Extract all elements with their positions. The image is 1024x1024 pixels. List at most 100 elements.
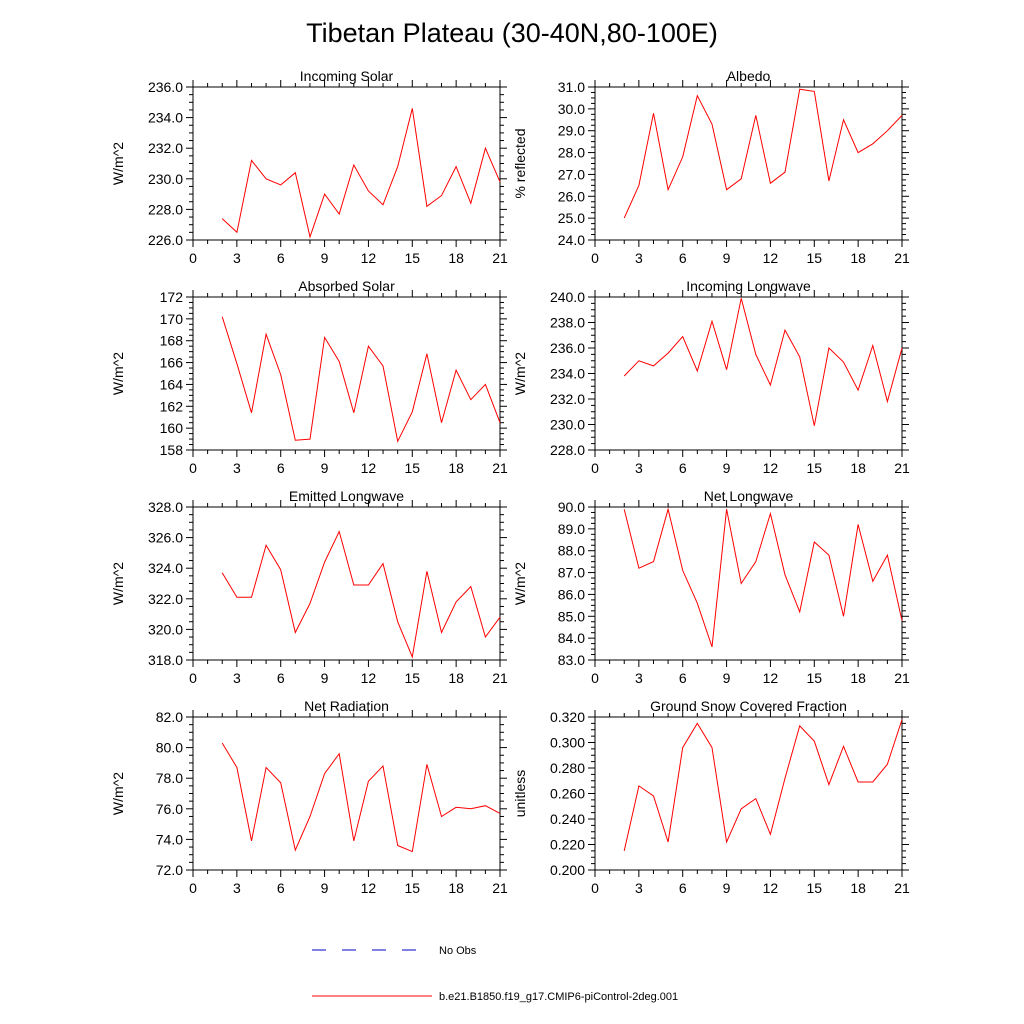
y-tick-label: 29.0 (558, 123, 585, 139)
x-tick-label: 0 (189, 250, 197, 266)
y-tick-label: 226.0 (148, 232, 183, 248)
x-tick-label: 3 (233, 670, 241, 686)
x-tick-label: 21 (894, 880, 910, 896)
x-tick-label: 0 (189, 460, 197, 476)
x-tick-label: 6 (679, 460, 687, 476)
x-tick-label: 3 (635, 880, 643, 896)
x-tick-label: 12 (763, 250, 779, 266)
y-tick-label: 26.0 (558, 188, 585, 204)
series-line-albedo (623, 88, 903, 219)
y-tick-label: 89.0 (558, 521, 585, 537)
x-tick-label: 6 (277, 670, 285, 686)
x-tick-label: 21 (492, 250, 508, 266)
y-tick-label: 82.0 (156, 709, 183, 725)
x-tick-label: 6 (679, 670, 687, 686)
x-tick-label: 21 (894, 460, 910, 476)
x-tick-label: 9 (321, 670, 329, 686)
x-tick-label: 21 (492, 670, 508, 686)
y-axis-label: % reflected (512, 128, 528, 198)
panel-title: Net Radiation (304, 698, 389, 714)
x-tick-label: 3 (233, 250, 241, 266)
y-tick-label: 236.0 (148, 79, 183, 95)
y-tick-label: 0.200 (550, 862, 585, 878)
y-tick-label: 234.0 (550, 366, 585, 382)
plot-frame (192, 716, 501, 871)
x-tick-label: 15 (404, 880, 420, 896)
x-tick-label: 6 (679, 880, 687, 896)
x-tick-label: 18 (850, 670, 866, 686)
y-tick-label: 25.0 (558, 210, 585, 226)
y-axis-label: W/m^2 (110, 142, 126, 185)
y-tick-label: 230.0 (550, 417, 585, 433)
x-tick-label: 6 (277, 250, 285, 266)
panel-grid: Incoming Solar W/m^2 0 3 6 9 12 15 18 21 226.0 228.… (110, 68, 910, 896)
x-tick-label: 12 (361, 250, 377, 266)
plot-frame (594, 716, 903, 871)
y-tick-label: 30.0 (558, 101, 585, 117)
y-tick-label: 0.260 (550, 786, 585, 802)
y-tick-label: 240.0 (550, 289, 585, 305)
x-tick-label: 6 (679, 250, 687, 266)
y-tick-label: 166 (160, 355, 184, 371)
y-tick-label: 162 (160, 398, 184, 414)
x-tick-label: 18 (850, 460, 866, 476)
y-tick-label: 83.0 (558, 652, 585, 668)
x-tick-label: 15 (806, 460, 822, 476)
panel-ground-snow-covered-fraction: Ground Snow Covered Fraction unitless 0 3 6 9… (512, 698, 910, 896)
x-tick-label: 18 (448, 670, 464, 686)
x-tick-label: 0 (591, 880, 599, 896)
plot-frame (192, 506, 501, 661)
x-tick-label: 18 (850, 880, 866, 896)
panel-emitted-longwave: Emitted Longwave W/m^2 0 3 6 9 12 15 18 21 318.0 32… (110, 488, 508, 686)
y-tick-label: 72.0 (156, 862, 183, 878)
panel-net-radiation: Net Radiation W/m^2 0 3 6 9 12 15 18 21 72.0 74.0 76… (110, 698, 508, 896)
x-tick-label: 18 (850, 250, 866, 266)
y-tick-label: 24.0 (558, 232, 585, 248)
x-tick-label: 12 (763, 880, 779, 896)
x-tick-label: 21 (894, 670, 910, 686)
y-tick-label: 318.0 (148, 652, 183, 668)
panel-title: Incoming Solar (300, 68, 394, 84)
y-tick-label: 74.0 (156, 831, 183, 847)
y-tick-label: 0.220 (550, 837, 585, 853)
x-tick-label: 12 (763, 460, 779, 476)
y-tick-label: 84.0 (558, 630, 585, 646)
x-tick-label: 3 (635, 250, 643, 266)
y-tick-label: 326.0 (148, 530, 183, 546)
y-tick-label: 228.0 (148, 201, 183, 217)
series-line-net-longwave (623, 507, 903, 648)
x-tick-label: 9 (321, 880, 329, 896)
x-tick-label: 9 (723, 670, 731, 686)
y-tick-label: 80.0 (156, 740, 183, 756)
y-tick-label: 28.0 (558, 145, 585, 161)
y-tick-label: 232.0 (550, 391, 585, 407)
x-tick-label: 15 (806, 670, 822, 686)
x-tick-label: 18 (448, 250, 464, 266)
x-tick-label: 21 (492, 460, 508, 476)
x-tick-label: 3 (233, 460, 241, 476)
x-tick-label: 0 (189, 880, 197, 896)
x-tick-label: 9 (723, 880, 731, 896)
y-tick-label: 87.0 (558, 565, 585, 581)
y-tick-label: 172 (160, 289, 184, 305)
panel-incoming-solar: Incoming Solar W/m^2 0 3 6 9 12 15 18 21 226.0 228.… (110, 68, 508, 266)
y-tick-label: 324.0 (148, 560, 183, 576)
y-tick-label: 0.320 (550, 709, 585, 725)
y-tick-label: 31.0 (558, 79, 585, 95)
panel-title: Ground Snow Covered Fraction (650, 698, 847, 714)
y-axis-label: unitless (512, 770, 528, 817)
series-line-absorbed-solar (221, 316, 501, 443)
plot-frame (594, 506, 903, 661)
x-tick-label: 18 (448, 460, 464, 476)
y-tick-label: 85.0 (558, 608, 585, 624)
x-tick-label: 0 (591, 460, 599, 476)
plot-frame (192, 86, 501, 241)
x-tick-label: 12 (361, 670, 377, 686)
x-tick-label: 15 (404, 670, 420, 686)
x-tick-label: 0 (591, 250, 599, 266)
y-axis-label: W/m^2 (110, 562, 126, 605)
x-tick-label: 0 (591, 670, 599, 686)
x-tick-label: 9 (321, 460, 329, 476)
x-tick-label: 12 (361, 880, 377, 896)
